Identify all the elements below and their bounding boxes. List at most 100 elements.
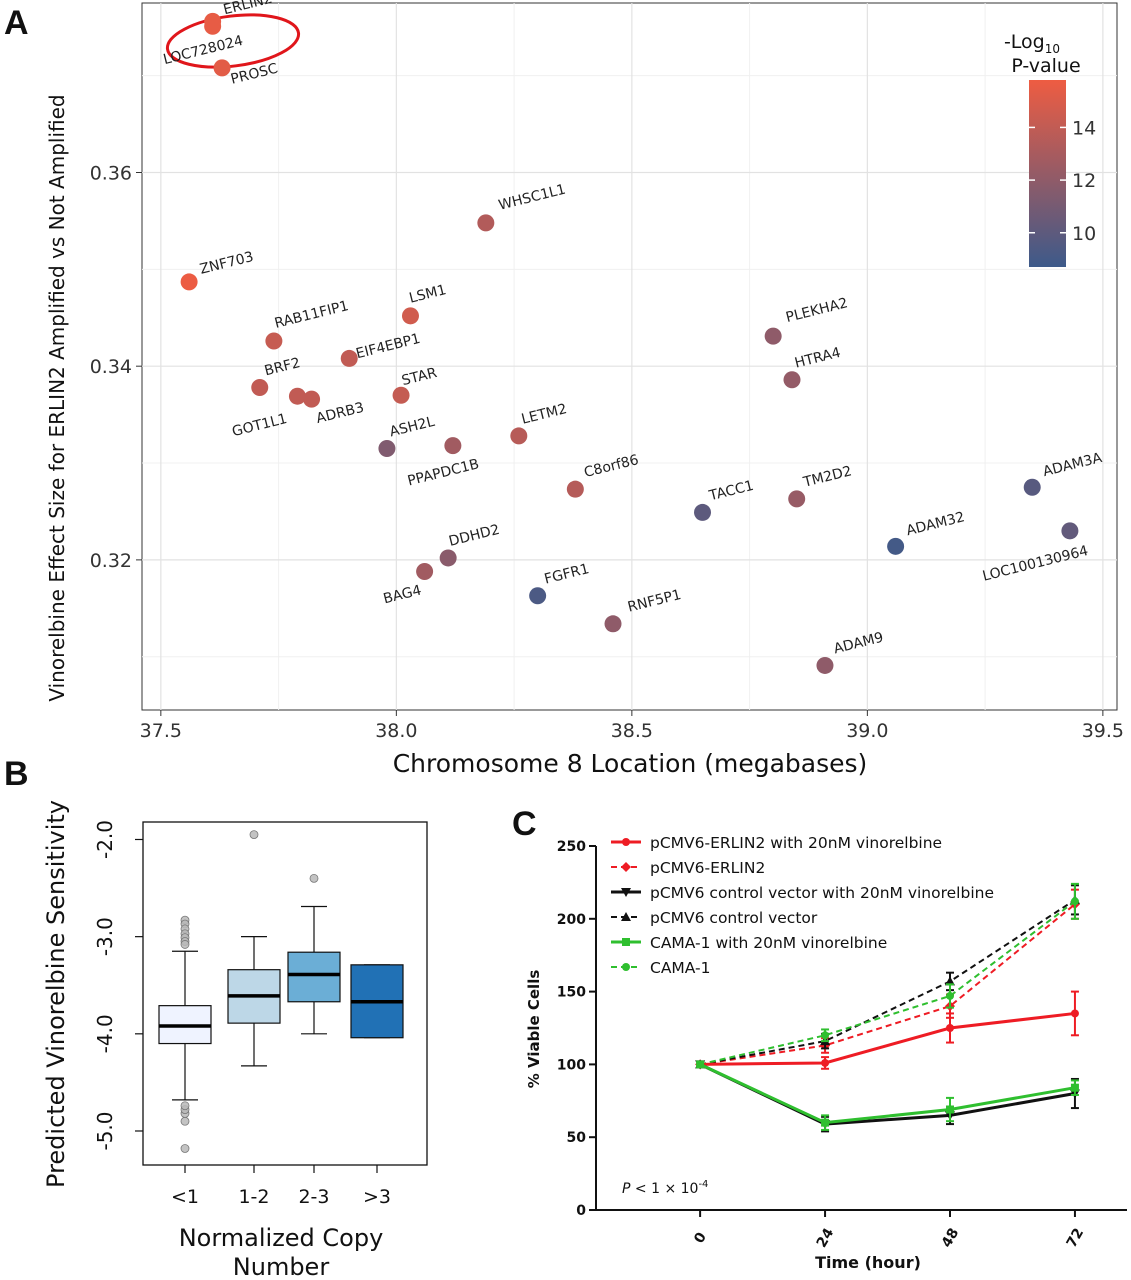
y-tick-label: 0.32	[90, 550, 132, 572]
series-marker	[946, 1105, 954, 1114]
series-marker	[1070, 1083, 1079, 1092]
panel-a-axes: 37.5 38.0 38.5 39.0 39.5 0.32 0.34 0.36	[90, 162, 1124, 742]
x-tick-label: >3	[363, 1186, 391, 1208]
x-tick-label: 38.0	[375, 720, 417, 742]
series-marker	[946, 991, 954, 1000]
series-line	[699, 903, 1076, 1066]
point-loc728024	[204, 17, 222, 35]
y-tick-label: -2.0	[93, 820, 117, 859]
panel-b-letter: B	[4, 755, 29, 793]
legend-title-pvalue: P-value	[1011, 55, 1080, 77]
y-tick-label: 0	[576, 1203, 586, 1219]
series-marker	[821, 1118, 830, 1127]
panel-a-letter: A	[4, 4, 29, 42]
point-lsm1	[401, 307, 419, 325]
point-adam32	[887, 537, 905, 555]
outlier-point	[249, 830, 259, 840]
panel-c-letter: C	[512, 805, 537, 843]
legend-tick-label: 10	[1072, 223, 1096, 245]
panel-a-plot-area	[141, 2, 1118, 711]
series-marker	[1070, 1009, 1079, 1018]
legend-label: pCMV6-ERLIN2	[650, 859, 765, 877]
point-letm2	[510, 427, 528, 445]
legend-item-4: pCMV6 control vector	[611, 909, 818, 927]
panel-c-p-value-annotation: P < 1 × 10-4	[622, 1179, 708, 1197]
series-5	[696, 1060, 1079, 1131]
panel-a-grid	[142, 3, 1117, 710]
point-bag4	[416, 563, 434, 581]
erlin2-highlight-circle	[165, 13, 301, 69]
point-rab11fip1	[265, 332, 283, 350]
point-ddhd2	[439, 549, 457, 567]
panel-c: C 0 50 100 150 200 250 0 24 48 72 pCMV6-ERLIN2 wi…	[512, 805, 1127, 1272]
legend-item-2: pCMV6-ERLIN2	[611, 859, 765, 877]
legend-tick-label: 14	[1072, 117, 1096, 139]
panel-c-x-axis-title: Time (hour)	[815, 1253, 921, 1272]
point-eif4ebp1	[340, 349, 358, 367]
panel-b-boxes	[158, 830, 404, 1153]
panel-a-points	[180, 12, 1079, 674]
point-whsc1l1	[477, 214, 495, 232]
legend-label: CAMA-1	[650, 959, 711, 977]
legend-marker	[621, 912, 631, 921]
x-tick-label: 24	[814, 1225, 838, 1250]
y-tick-label: 150	[557, 985, 586, 1001]
series-marker	[821, 1058, 830, 1067]
legend-marker	[621, 862, 631, 872]
series-line	[699, 1063, 1076, 1125]
y-tick-label: -5.0	[93, 1111, 117, 1150]
series-6	[696, 882, 1079, 1069]
x-tick-label: <1	[171, 1186, 199, 1208]
x-tick-label: 39.0	[846, 720, 888, 742]
point-loc100130964	[1061, 522, 1079, 540]
legend-marker	[621, 888, 631, 897]
y-tick-label: 200	[557, 912, 586, 928]
outlier-point	[180, 1144, 190, 1153]
outlier-point	[309, 873, 319, 883]
y-tick-label: 50	[567, 1130, 587, 1146]
point-adam3a	[1023, 478, 1041, 496]
y-tick-label: -3.0	[93, 917, 117, 956]
panel-a-y-axis-title: Vinorelbine Effect Size for ERLIN2 Ampli…	[45, 94, 69, 701]
box-body	[287, 951, 341, 1003]
y-tick-label: 0.36	[90, 162, 132, 184]
legend-item-1: pCMV6-ERLIN2 with 20nM vinorelbine	[611, 834, 942, 852]
point-star	[392, 386, 410, 404]
point-got1l1	[288, 387, 306, 405]
point-brf2	[251, 378, 269, 396]
legend-item-3: pCMV6 control vector with 20nM vinorelbi…	[611, 884, 994, 902]
point-prosc	[213, 59, 231, 77]
panel-b-x-axis-title-line2: Number	[233, 1253, 330, 1280]
y-tick-label: -4.0	[93, 1014, 117, 1053]
series-marker	[945, 976, 955, 986]
panel-b-y-axis-title: Predicted Vinorelbine Sensitivity	[42, 800, 70, 1188]
panel-a: A 37.5 38.0 38.5 39.0 39.5 0.32 0.34 0.36 Chrom…	[4, 0, 1124, 778]
x-tick-label: 48	[939, 1226, 963, 1251]
point-ash2l	[378, 440, 396, 458]
y-tick-label: 100	[557, 1057, 586, 1073]
box-2	[227, 830, 281, 1067]
panel-c-legend: pCMV6-ERLIN2 with 20nM vinorelbine pCMV6-…	[611, 834, 994, 977]
box-3	[287, 873, 341, 1035]
series-marker	[946, 1024, 954, 1032]
point-plekha2	[764, 327, 782, 345]
point-adam9	[816, 656, 834, 674]
x-tick-label: 39.5	[1082, 720, 1124, 742]
x-tick-label: 72	[1064, 1226, 1088, 1251]
series-line	[700, 1011, 1076, 1066]
legend-label: CAMA-1 with 20nM vinorelbine	[650, 934, 887, 952]
series-line	[699, 899, 1076, 1066]
point-ppapdc1b	[444, 437, 462, 455]
panel-a-color-legend: -Log10 P-value 10 12 14	[1004, 31, 1096, 267]
outlier-point	[180, 1101, 190, 1111]
point-tacc1	[694, 503, 712, 521]
legend-label: pCMV6 control vector with 20nM vinorelbi…	[650, 884, 994, 902]
outlier-point	[180, 940, 190, 949]
legend-item-6: CAMA-1	[611, 959, 711, 977]
legend-item-5: CAMA-1 with 20nM vinorelbine	[611, 934, 887, 952]
x-tick-label: 2-3	[298, 1186, 329, 1208]
box-4	[350, 964, 404, 1039]
point-fgfr1	[529, 587, 547, 605]
point-znf703	[180, 273, 198, 291]
